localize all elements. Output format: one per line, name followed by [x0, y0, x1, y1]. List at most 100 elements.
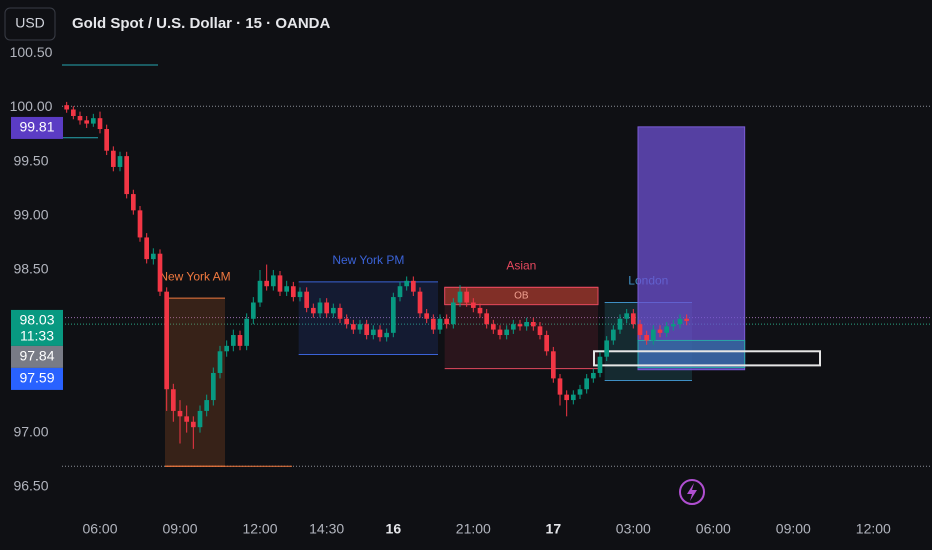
candle-body: [651, 329, 656, 341]
y-tick-label: 100.00: [10, 98, 53, 114]
session-label: New York AM: [159, 269, 230, 283]
candle-body: [157, 253, 163, 292]
candle-body: [684, 318, 689, 321]
y-tick-label: 97.00: [13, 423, 48, 439]
candle-body: [557, 378, 563, 395]
candle-body: [397, 286, 403, 298]
candle-body: [224, 345, 229, 352]
session-box: [298, 281, 438, 355]
candle-body: [177, 410, 183, 417]
price-countdown: 11:33: [20, 328, 54, 344]
candle-body: [77, 116, 83, 121]
candle-body: [631, 313, 636, 325]
candle-body: [204, 400, 209, 411]
candle-body: [511, 324, 516, 330]
price-badge: [11, 367, 63, 390]
x-tick-label: 21:00: [456, 521, 491, 537]
candle-body: [264, 280, 269, 287]
candle-body: [497, 329, 503, 336]
candle-body: [644, 335, 649, 341]
x-tick-label: 09:00: [776, 521, 811, 537]
candle-body: [337, 307, 343, 319]
candle-body: [197, 410, 203, 428]
price-badge: [11, 116, 63, 139]
y-tick-label: 96.50: [13, 478, 48, 494]
candle-body: [124, 156, 129, 195]
candle-body: [391, 297, 396, 333]
candle-body: [571, 394, 576, 401]
price-badge-label: 97.59: [19, 370, 54, 386]
candle-body: [284, 286, 289, 292]
candle-body: [371, 329, 376, 336]
x-tick-label: 17: [546, 521, 562, 537]
candle-body: [217, 351, 223, 373]
candle-body: [117, 156, 123, 167]
x-tick-label: 12:00: [242, 521, 277, 537]
candle-body: [331, 307, 336, 314]
candle-body: [544, 335, 549, 352]
x-tick-label: 09:00: [162, 521, 197, 537]
candle-body: [471, 302, 476, 308]
y-tick-label: 99.50: [13, 152, 48, 168]
session-box: [165, 298, 225, 467]
candle-body: [431, 318, 436, 330]
candle-body: [537, 326, 543, 336]
candle-body: [524, 322, 529, 327]
zone-label: OB: [514, 291, 529, 302]
alert-icon[interactable]: [679, 479, 705, 505]
candle-body: [164, 291, 169, 390]
candle-body: [171, 389, 176, 411]
y-tick-label: 98.50: [13, 261, 48, 277]
alert-circle[interactable]: [679, 479, 705, 505]
x-tick-label: 06:00: [82, 521, 117, 537]
zone: [444, 286, 599, 306]
candle-body: [104, 129, 109, 151]
candle-body: [637, 324, 643, 336]
candle-body: [671, 324, 676, 327]
candle-body: [191, 421, 196, 428]
candle-body: [137, 210, 143, 238]
x-tick-label: 06:00: [696, 521, 731, 537]
candle-body: [404, 280, 409, 287]
candle-body: [257, 280, 263, 303]
y-tick-label: 100.50: [10, 44, 53, 60]
candle-body: [564, 394, 569, 401]
x-tick-label: 16: [386, 521, 402, 537]
candle-body: [317, 302, 323, 314]
currency-button-frame[interactable]: [4, 7, 56, 41]
candle-body: [111, 150, 116, 167]
candle-body: [97, 118, 103, 130]
candle-body: [237, 335, 243, 346]
price-badge: [11, 309, 63, 346]
zone: [637, 126, 746, 371]
candle-body: [591, 372, 596, 379]
candle-body: [184, 416, 189, 422]
candle-body: [437, 318, 443, 330]
candle-body: [131, 194, 136, 211]
candle-body: [584, 378, 589, 390]
chart-title: Gold Spot / U.S. Dollar · 15 · OANDA: [72, 15, 331, 32]
candle-body: [377, 329, 383, 338]
x-tick-label: 14:30: [309, 521, 344, 537]
candle-body: [84, 120, 89, 124]
candle-body: [271, 275, 276, 287]
price-badge: [11, 345, 63, 368]
candle-body: [324, 302, 329, 314]
alert-bolt[interactable]: [687, 483, 697, 501]
currency-button[interactable]: USD: [15, 15, 45, 31]
candle-body: [357, 324, 363, 330]
candle-body: [291, 286, 296, 298]
candle-body: [477, 307, 483, 314]
candle-body: [464, 291, 469, 303]
candle-body: [484, 313, 489, 325]
candle-body: [551, 351, 556, 379]
candle-body: [364, 324, 369, 336]
session-label: Asian: [506, 258, 536, 272]
candle-body: [597, 356, 603, 373]
candle-body: [424, 313, 429, 319]
candle-body: [451, 302, 456, 325]
candle-body: [151, 253, 156, 260]
candle-body: [64, 105, 69, 110]
